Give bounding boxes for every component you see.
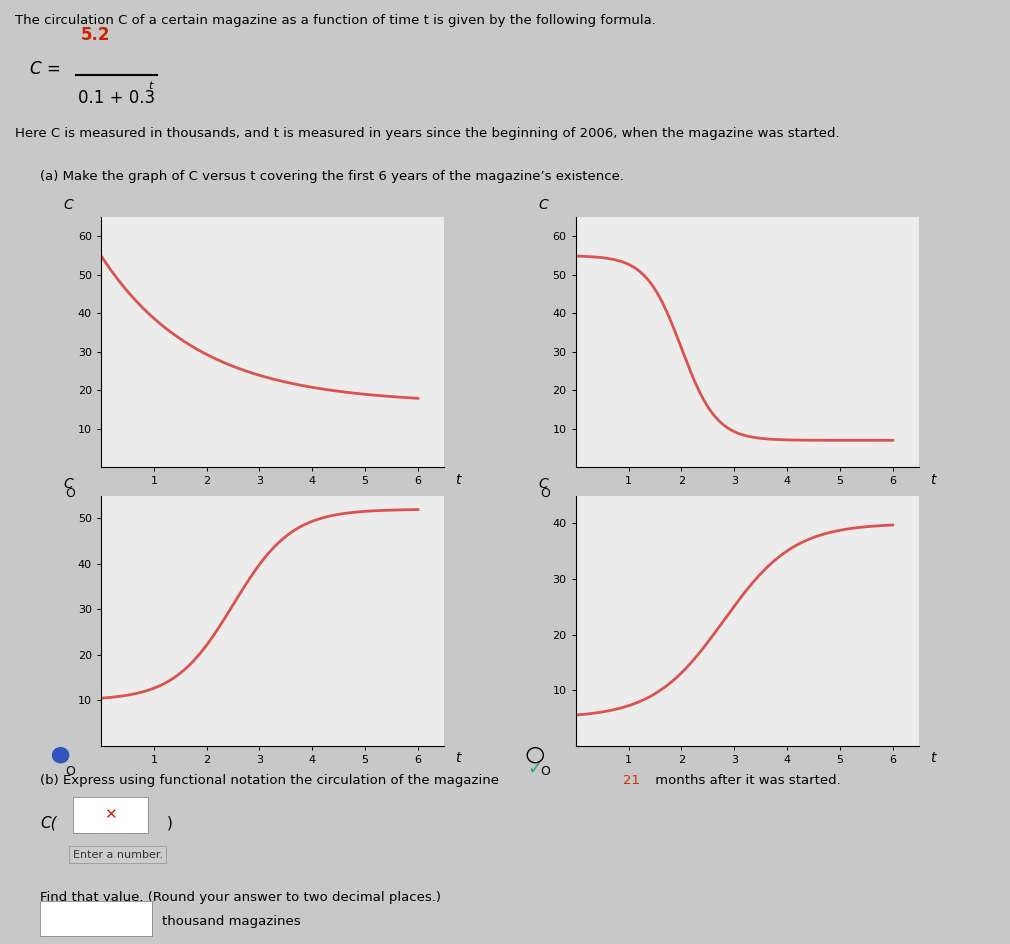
Text: C =: C =	[30, 60, 61, 78]
Y-axis label: C: C	[64, 198, 74, 212]
Y-axis label: C: C	[538, 198, 548, 212]
Y-axis label: C: C	[538, 477, 548, 491]
Text: 5.2: 5.2	[81, 25, 110, 43]
Text: The circulation C of a certain magazine as a function of time t is given by the : The circulation C of a certain magazine …	[15, 14, 656, 26]
Text: t: t	[148, 81, 153, 92]
Text: 21: 21	[623, 774, 640, 787]
Text: ): )	[167, 816, 173, 831]
Text: t: t	[930, 473, 935, 487]
Text: (a) Make the graph of C versus t covering the first 6 years of the magazine’s ex: (a) Make the graph of C versus t coverin…	[40, 171, 624, 183]
Text: O: O	[66, 487, 76, 499]
Text: (b) Express using functional notation the circulation of the magazine: (b) Express using functional notation th…	[40, 774, 504, 787]
Y-axis label: C: C	[64, 477, 74, 491]
Text: Here C is measured in thousands, and t is measured in years since the beginning : Here C is measured in thousands, and t i…	[15, 126, 839, 140]
Text: 0.1 + 0.3: 0.1 + 0.3	[78, 89, 155, 108]
Text: t: t	[456, 473, 461, 487]
Text: Find that value. (Round your answer to two decimal places.): Find that value. (Round your answer to t…	[40, 891, 441, 904]
Text: t: t	[456, 751, 461, 766]
Text: O: O	[540, 487, 550, 499]
Text: O: O	[66, 766, 76, 778]
Text: thousand magazines: thousand magazines	[162, 915, 300, 928]
Text: O: O	[540, 766, 550, 778]
Text: t: t	[930, 751, 935, 766]
Text: months after it was started.: months after it was started.	[651, 774, 841, 787]
Text: C(: C(	[40, 816, 57, 831]
Text: Enter a number.: Enter a number.	[73, 850, 163, 860]
Text: ✓: ✓	[528, 760, 542, 778]
Text: ✕: ✕	[104, 807, 117, 822]
